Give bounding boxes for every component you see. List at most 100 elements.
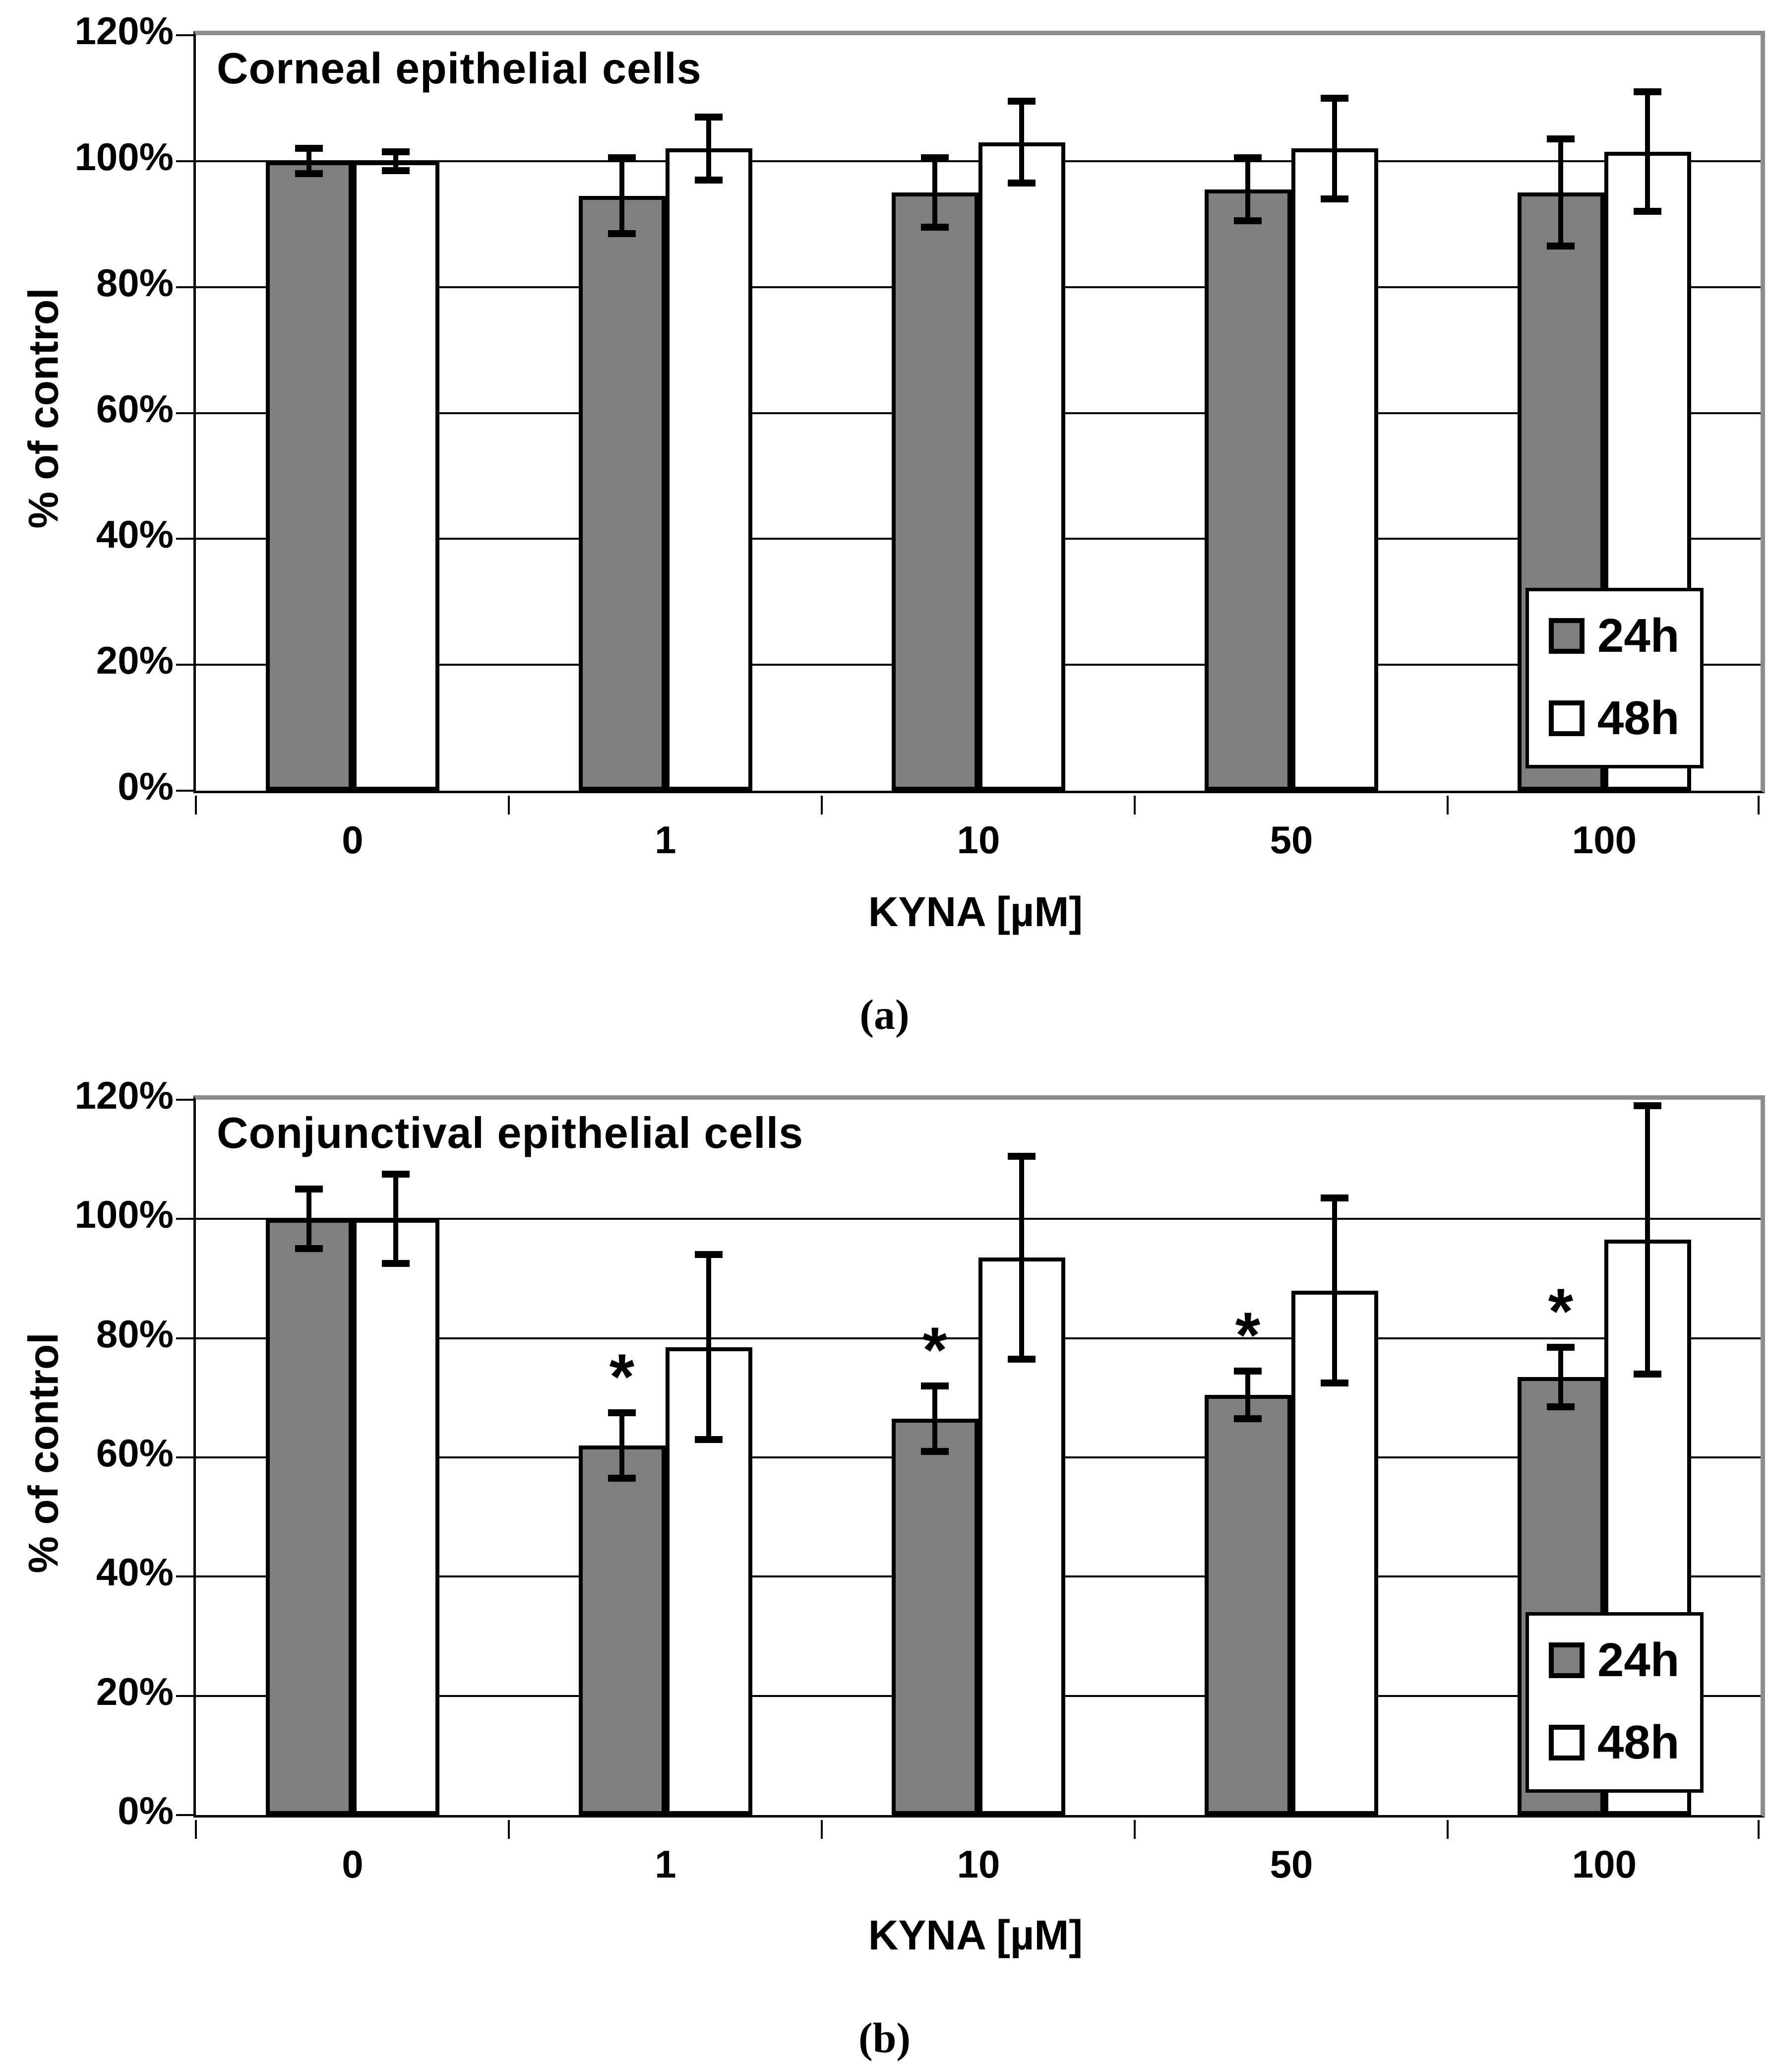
x-tick-label-10: 10 xyxy=(957,1842,1000,1886)
bar-48h-0 xyxy=(353,1219,439,1815)
bar-48h-1 xyxy=(666,148,752,791)
error-cap-bottom xyxy=(382,1260,410,1267)
x-axis-title: KYNA [µM] xyxy=(868,1912,1083,1958)
error-bar-24h-0 xyxy=(306,1189,311,1249)
error-bar-24h-1 xyxy=(619,158,624,233)
x-tickmark-2 xyxy=(821,1820,823,1839)
bar-24h-10 xyxy=(892,1419,978,1815)
significance-asterisk-1: * xyxy=(609,1340,635,1413)
error-cap-bottom xyxy=(1234,217,1262,224)
error-cap-top xyxy=(1234,1368,1262,1375)
x-tick-label-0: 0 xyxy=(342,1842,364,1886)
error-bar-48h-100 xyxy=(1645,1106,1650,1374)
plot-area: Conjunctival epithelial cells 24h 48h * *… xyxy=(176,1095,1765,1839)
x-tickmark-0 xyxy=(195,796,197,815)
legend-label-24h: 24h xyxy=(1597,609,1680,662)
y-tickmark-60 xyxy=(176,412,193,414)
x-tickmark-2 xyxy=(821,796,823,815)
bar-24h-1 xyxy=(579,196,666,791)
x-tickmark-1 xyxy=(508,1820,510,1839)
error-cap-bottom xyxy=(1008,180,1036,187)
legend: 24h 48h xyxy=(1525,1612,1704,1793)
y-tickmark-40 xyxy=(176,538,193,540)
error-bar-48h-10 xyxy=(1019,101,1024,183)
x-tickmark-1 xyxy=(508,796,510,815)
y-tick-label-100: 100% xyxy=(74,1193,174,1236)
y-tickmark-20 xyxy=(176,1695,193,1697)
error-bar-48h-0 xyxy=(393,1174,398,1263)
y-tickmark-80 xyxy=(176,286,193,288)
bar-24h-0 xyxy=(266,161,353,791)
chart-title: Corneal epithelial cells xyxy=(217,44,702,93)
bar-48h-50 xyxy=(1291,148,1378,791)
legend-swatch-24h-icon xyxy=(1549,1642,1585,1678)
error-cap-bottom xyxy=(1547,1403,1575,1410)
bar-24h-50 xyxy=(1205,1395,1291,1815)
x-tickmark-4 xyxy=(1447,796,1449,815)
error-bar-48h-1 xyxy=(706,117,711,180)
y-tick-label-120: 120% xyxy=(74,1073,174,1117)
x-tick-label-100: 100 xyxy=(1572,818,1637,862)
x-tickmark-3 xyxy=(1134,796,1136,815)
y-tick-label-80: 80% xyxy=(96,261,174,305)
error-bar-48h-50 xyxy=(1332,1198,1337,1383)
x-tick-label-50: 50 xyxy=(1270,1842,1313,1886)
significance-asterisk-100: * xyxy=(1548,1275,1574,1347)
error-cap-bottom xyxy=(608,1475,636,1482)
error-cap-top xyxy=(295,1186,323,1193)
legend: 24h 48h xyxy=(1525,588,1704,768)
y-tickmark-60 xyxy=(176,1456,193,1458)
panel-caption: (b) xyxy=(858,2014,911,2062)
error-cap-top xyxy=(1634,88,1661,95)
error-cap-bottom xyxy=(1234,1415,1262,1422)
error-cap-top xyxy=(1234,154,1262,161)
x-tick-label-50: 50 xyxy=(1270,818,1313,862)
error-cap-bottom xyxy=(1547,243,1575,250)
x-tickmark-5 xyxy=(1758,796,1760,815)
y-tick-label-40: 40% xyxy=(96,512,174,556)
error-bar-24h-1 xyxy=(619,1413,624,1478)
error-cap-bottom xyxy=(1008,1356,1036,1363)
legend-item-24h: 24h xyxy=(1549,612,1679,660)
y-tickmark-120 xyxy=(176,1099,193,1101)
legend-swatch-48h-icon xyxy=(1549,1725,1585,1760)
y-tickmark-0 xyxy=(176,1814,193,1816)
y-tick-label-40: 40% xyxy=(96,1550,174,1594)
x-tick-label-100: 100 xyxy=(1572,1842,1637,1886)
error-bar-24h-100 xyxy=(1558,139,1563,246)
legend-swatch-48h-icon xyxy=(1549,700,1585,736)
legend-label-48h: 48h xyxy=(1597,691,1680,745)
error-cap-top xyxy=(1634,1102,1661,1109)
y-tickmark-100 xyxy=(176,160,193,162)
y-tickmark-80 xyxy=(176,1337,193,1339)
error-cap-top xyxy=(295,145,323,152)
error-cap-bottom xyxy=(695,177,723,184)
error-bar-48h-10 xyxy=(1019,1156,1024,1359)
error-cap-bottom xyxy=(1321,1380,1348,1386)
error-bar-24h-50 xyxy=(1245,158,1250,221)
y-tickmark-40 xyxy=(176,1575,193,1577)
panel-b: % of control Conjunctival epithelial cel… xyxy=(0,1037,1769,2072)
error-bar-48h-100 xyxy=(1645,92,1650,211)
y-tick-label-60: 60% xyxy=(96,387,174,431)
error-cap-top xyxy=(608,1409,636,1416)
error-bar-24h-0 xyxy=(306,148,311,174)
legend-item-48h: 48h xyxy=(1549,1719,1679,1766)
error-bar-24h-100 xyxy=(1558,1347,1563,1407)
error-cap-bottom xyxy=(295,170,323,177)
error-cap-bottom xyxy=(1634,1371,1661,1378)
y-tick-label-20: 20% xyxy=(96,1670,174,1713)
gridline-100 xyxy=(196,160,1761,162)
error-cap-top xyxy=(1008,1153,1036,1160)
legend-label-48h: 48h xyxy=(1597,1716,1680,1769)
y-tick-label-0: 0% xyxy=(118,1789,174,1832)
y-tick-label-0: 0% xyxy=(118,764,174,808)
gridline-80 xyxy=(196,1337,1761,1339)
significance-asterisk-10: * xyxy=(922,1314,948,1386)
error-bar-48h-1 xyxy=(706,1255,711,1440)
error-cap-bottom xyxy=(1634,208,1661,215)
error-cap-top xyxy=(608,154,636,161)
error-cap-top xyxy=(695,1251,723,1258)
y-tickmark-20 xyxy=(176,664,193,666)
